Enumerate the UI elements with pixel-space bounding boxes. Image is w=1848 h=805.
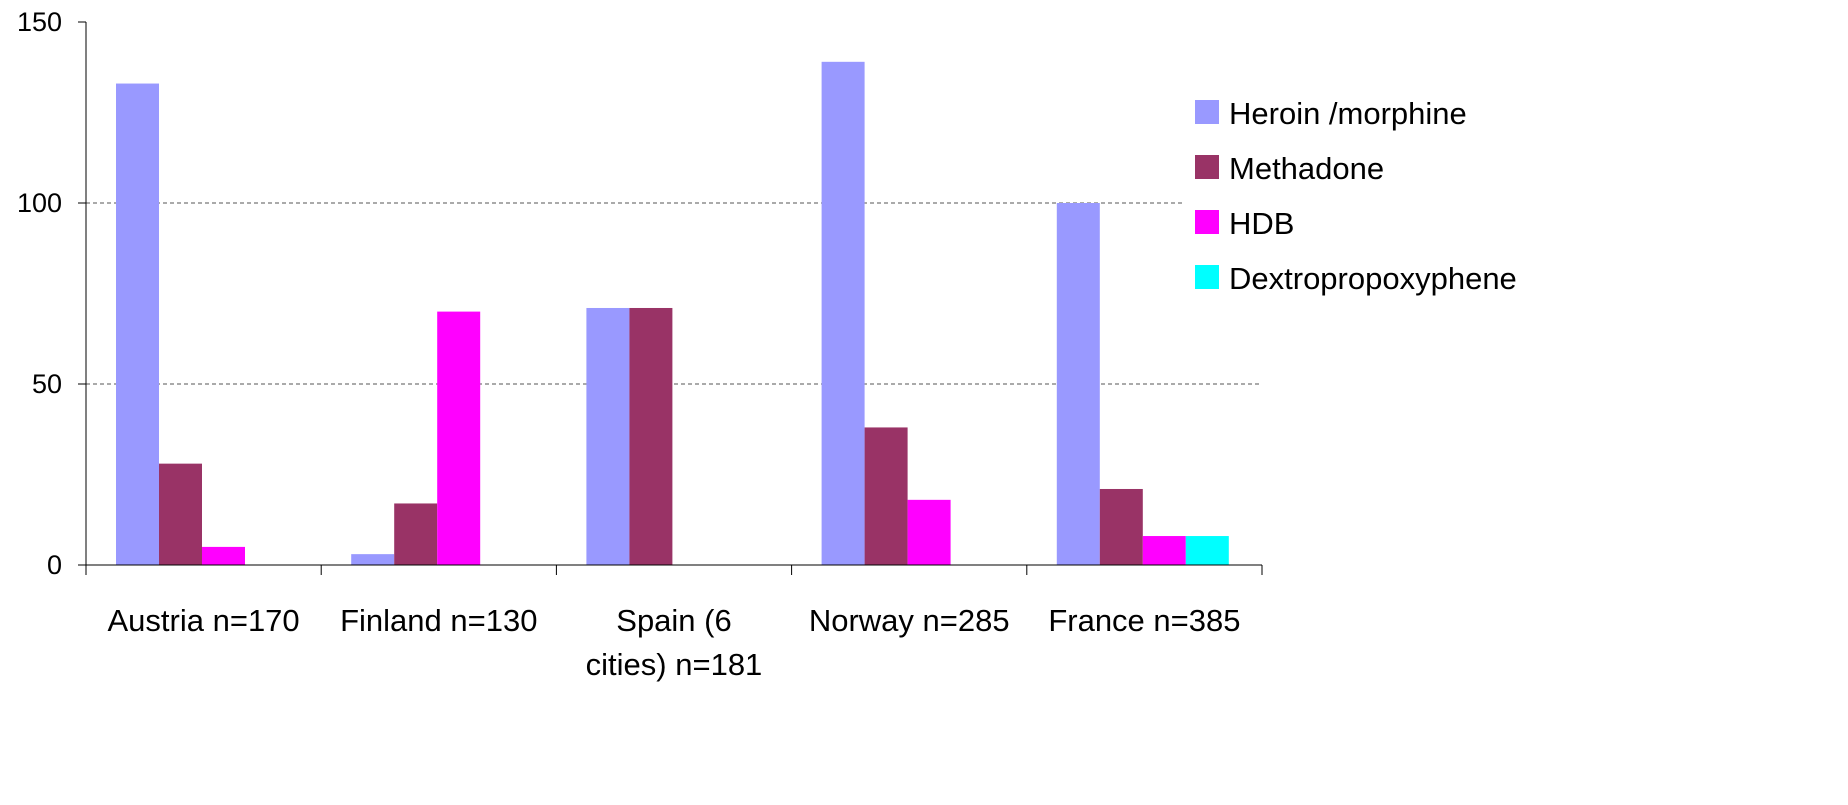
bar <box>1142 536 1186 565</box>
x-tick-label: cities) n=181 <box>586 647 763 682</box>
x-tick-label: Finland n=130 <box>340 603 537 638</box>
y-tick-label: 50 <box>32 369 62 399</box>
legend-swatch <box>1195 100 1219 124</box>
legend-swatch <box>1195 265 1219 289</box>
bar <box>821 61 865 565</box>
axes: 0 50 100 150 Austria n=170 Finland n=130 Spain… <box>17 7 1263 682</box>
legend-label: Dextropropoxyphene <box>1229 261 1517 296</box>
x-tick-label: France n=385 <box>1048 603 1240 638</box>
y-tick-label: 150 <box>17 7 62 37</box>
bars <box>116 61 1229 565</box>
bar <box>907 499 951 565</box>
bar <box>159 463 202 565</box>
bar <box>864 427 908 565</box>
bar <box>1099 488 1143 565</box>
legend-swatch <box>1195 155 1219 179</box>
legend-label: HDB <box>1229 206 1294 241</box>
bar <box>437 311 481 565</box>
x-tick-label: Austria n=170 <box>108 603 300 638</box>
legend-label: Heroin /morphine <box>1229 96 1467 131</box>
bar <box>1185 536 1229 565</box>
bar <box>116 83 159 565</box>
legend-label: Methadone <box>1229 151 1384 186</box>
x-tick-label: Norway n=285 <box>809 603 1010 638</box>
legend: Heroin /morphine Methadone HDB Dextropropox… <box>1195 96 1517 296</box>
bar <box>202 546 245 565</box>
bar <box>586 307 630 565</box>
bar <box>629 307 673 565</box>
bar <box>351 554 395 565</box>
y-tick-label: 0 <box>47 550 62 580</box>
legend-swatch <box>1195 210 1219 234</box>
bar <box>1056 203 1100 565</box>
bar <box>394 503 438 565</box>
y-tick-label: 100 <box>17 188 62 218</box>
x-tick-label: Spain (6 <box>616 603 731 638</box>
